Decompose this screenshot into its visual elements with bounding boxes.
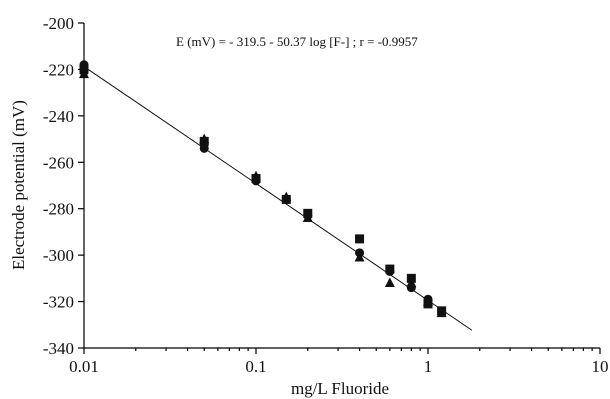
data-point-triangle (199, 133, 210, 144)
data-points (79, 60, 447, 318)
data-point-triangle (406, 277, 417, 287)
x-tick-label: 10 (592, 357, 609, 376)
x-axis-title: mg/L Fluoride (291, 379, 389, 398)
plot-frame (83, 23, 600, 349)
data-point-triangle (251, 170, 261, 181)
data-point-triangle (423, 296, 433, 306)
data-point-circle (199, 143, 209, 153)
y-tick-label: -320 (43, 293, 74, 312)
data-point-triangle (281, 191, 292, 202)
x-axis-ticks: 0.01 0.1 1 10 (69, 348, 609, 376)
x-tick-label: 0.01 (69, 357, 99, 376)
data-point-triangle (384, 277, 395, 287)
y-tick-label: -260 (43, 153, 74, 172)
data-point-square (355, 234, 365, 244)
data-point-triangle (79, 68, 89, 79)
x-tick-label: 1 (424, 357, 433, 376)
y-tick-label: -280 (43, 200, 74, 219)
y-tick-label: -340 (43, 339, 74, 358)
y-axis-title: Electrode potential (mV) (9, 100, 28, 270)
y-tick-label: -220 (43, 60, 74, 79)
y-tick-label: -300 (43, 246, 74, 265)
data-point-triangle (354, 251, 365, 262)
regression-equation-annotation: E (mV) = - 319.5 - 50.37 log [F-] ; r = … (176, 34, 418, 49)
y-axis-ticks: -200 -220 -240 -260 -280 -300 -320 -340 (43, 14, 84, 358)
x-tick-label: 0.1 (245, 357, 266, 376)
data-point-triangle (302, 212, 313, 222)
y-tick-label: -240 (43, 107, 74, 126)
data-point-square (385, 264, 395, 274)
data-point-triangle (436, 307, 447, 318)
y-tick-label: -200 (43, 14, 74, 33)
